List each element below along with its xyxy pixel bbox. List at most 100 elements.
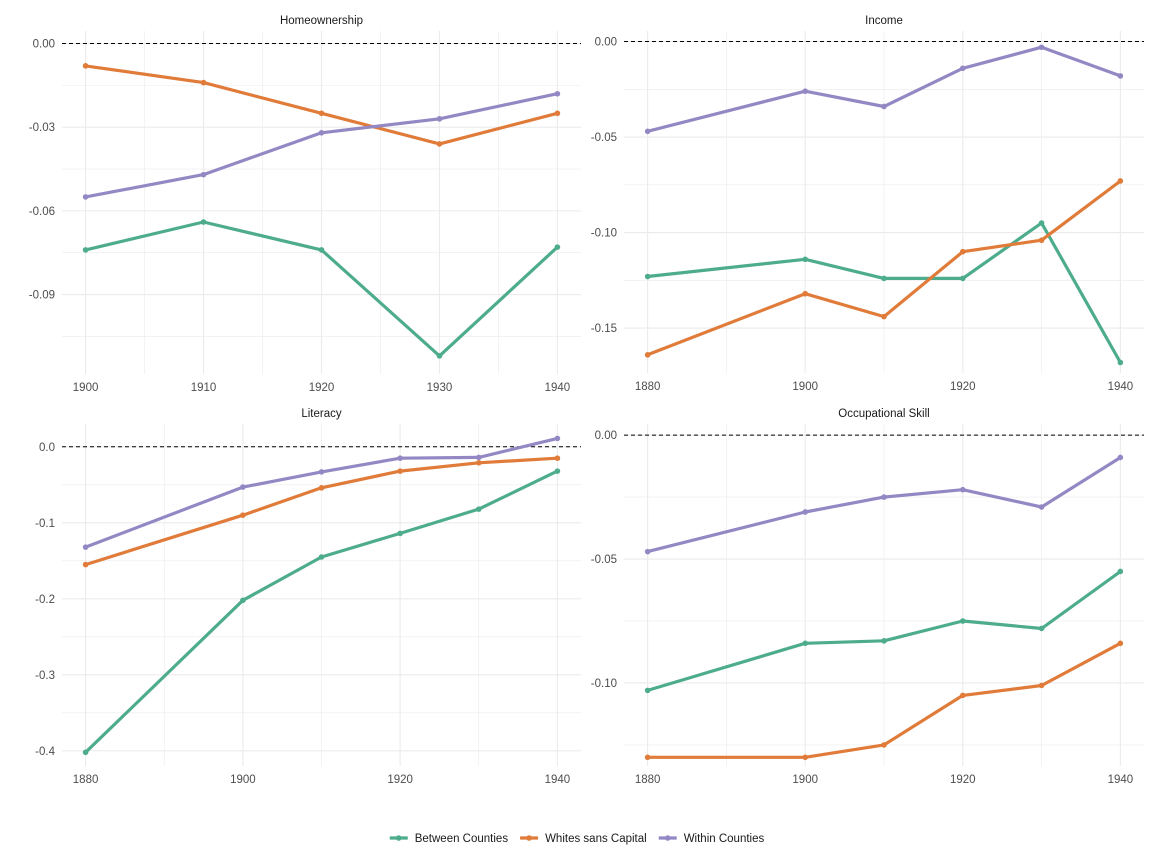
legend-key-point <box>526 835 532 841</box>
series-line-whites-sans-capital <box>645 641 1123 759</box>
data-point-within-counties <box>881 103 887 110</box>
data-point-between-counties <box>554 244 561 250</box>
data-point-between-counties <box>318 554 325 560</box>
data-point-within-counties <box>240 484 246 490</box>
data-point-within-counties <box>959 65 966 72</box>
panel-literacy: Literacy 0.0 -0.1 -0.2 -0.3 -0.4 1880 1900 1920 1… <box>35 408 581 786</box>
x-tick-label: 1880 <box>635 774 661 786</box>
data-point-whites-sans-capital <box>959 248 966 255</box>
data-point-whites-sans-capital <box>240 512 246 518</box>
data-point-whites-sans-capital <box>318 485 325 491</box>
data-point-whites-sans-capital <box>436 141 443 147</box>
data-point-between-counties <box>1117 359 1124 366</box>
data-point-between-counties <box>881 275 887 282</box>
data-point-whites-sans-capital <box>318 110 325 117</box>
data-point-within-counties <box>802 88 809 94</box>
y-tick-label: -0.05 <box>591 132 617 144</box>
data-point-between-counties <box>881 638 887 644</box>
data-point-within-counties <box>644 548 651 555</box>
data-point-between-counties <box>318 247 325 253</box>
data-point-within-counties <box>397 455 403 462</box>
data-point-within-counties <box>802 509 809 515</box>
data-point-whites-sans-capital <box>475 459 482 466</box>
x-tick-label: 1900 <box>230 774 256 786</box>
x-tick-label: 1920 <box>950 774 976 786</box>
data-point-whites-sans-capital <box>959 692 966 699</box>
data-point-between-counties <box>82 247 89 253</box>
data-point-between-counties <box>240 597 246 604</box>
y-tick-label: 0.0 <box>39 442 55 454</box>
x-tick-label: 1900 <box>792 381 818 393</box>
data-point-within-counties <box>475 454 482 461</box>
data-point-within-counties <box>436 116 443 122</box>
x-tick-label: 1940 <box>1108 774 1134 786</box>
data-point-whites-sans-capital <box>802 290 809 297</box>
data-point-within-counties <box>318 129 325 136</box>
data-point-whites-sans-capital <box>82 63 89 69</box>
x-tick-label: 1900 <box>792 774 818 786</box>
x-tick-label: 1910 <box>191 382 217 394</box>
series-line-between-counties <box>83 469 560 754</box>
x-tick-label: 1940 <box>1108 381 1134 393</box>
legend-label: Within Counties <box>684 833 765 845</box>
series-line-within-counties <box>645 45 1123 133</box>
panel-occupational-skill: Occupational Skill 0.00 -0.05 -0.10 1880 1900… <box>591 408 1144 786</box>
x-tick-label: 1880 <box>635 381 661 393</box>
legend: Between Counties Whites sans Capital Withi… <box>389 833 765 845</box>
data-point-between-counties <box>802 640 809 647</box>
data-point-within-counties <box>1117 454 1124 461</box>
data-point-within-counties <box>881 494 887 500</box>
y-tick-label: -0.06 <box>29 206 55 218</box>
data-point-whites-sans-capital <box>881 313 887 320</box>
data-point-between-counties <box>644 687 651 694</box>
panel-title: Literacy <box>301 408 342 420</box>
legend-label: Whites sans Capital <box>545 833 647 845</box>
y-tick-label: -0.09 <box>29 290 55 302</box>
data-point-within-counties <box>554 90 561 97</box>
legend-key-point <box>395 835 402 841</box>
data-point-within-counties <box>318 469 325 475</box>
y-tick-label: -0.4 <box>35 746 55 758</box>
y-tick-label: -0.10 <box>591 228 617 240</box>
data-point-whites-sans-capital <box>1038 682 1045 689</box>
panel-income: Income 0.00 -0.05 -0.10 -0.15 1880 1900 1920 194… <box>591 15 1144 393</box>
series-line-within-counties <box>83 436 560 549</box>
x-tick-label: 1880 <box>73 774 99 786</box>
data-point-within-counties <box>82 194 89 200</box>
x-tick-label: 1920 <box>950 381 976 393</box>
legend-key-point <box>664 835 671 841</box>
series-line-between-counties <box>645 569 1123 693</box>
data-point-between-counties <box>1117 568 1124 575</box>
x-tick-label: 1900 <box>73 382 99 394</box>
data-point-whites-sans-capital <box>802 754 809 761</box>
y-tick-label: 0.00 <box>33 39 55 51</box>
series-line-whites-sans-capital <box>645 179 1123 357</box>
data-point-between-counties <box>644 273 651 280</box>
x-tick-label: 1940 <box>545 382 571 394</box>
data-point-whites-sans-capital <box>397 468 403 474</box>
data-point-between-counties <box>397 530 403 537</box>
data-point-between-counties <box>82 749 89 756</box>
data-point-whites-sans-capital <box>644 754 651 761</box>
x-tick-label: 1930 <box>427 382 453 394</box>
data-point-within-counties <box>1038 44 1045 51</box>
data-point-between-counties <box>200 219 207 225</box>
y-tick-label: -0.05 <box>591 554 617 566</box>
y-tick-label: -0.2 <box>35 594 55 606</box>
x-tick-label: 1940 <box>545 774 571 786</box>
data-point-whites-sans-capital <box>1117 178 1124 184</box>
legend-label: Between Counties <box>415 833 509 845</box>
series-line-between-counties <box>645 221 1123 365</box>
y-tick-label: -0.15 <box>591 323 617 335</box>
data-point-between-counties <box>1038 220 1045 226</box>
data-point-within-counties <box>644 128 651 135</box>
panel-homeownership: Homeownership 0.00 -0.03 -0.06 -0.09 1900 1910… <box>29 15 581 394</box>
y-tick-label: 0.00 <box>595 430 617 442</box>
data-point-whites-sans-capital <box>200 79 207 86</box>
y-tick-label: -0.03 <box>29 122 55 134</box>
data-point-whites-sans-capital <box>554 455 561 462</box>
data-point-within-counties <box>1117 73 1124 79</box>
data-point-between-counties <box>1038 625 1045 632</box>
data-point-within-counties <box>554 435 561 442</box>
